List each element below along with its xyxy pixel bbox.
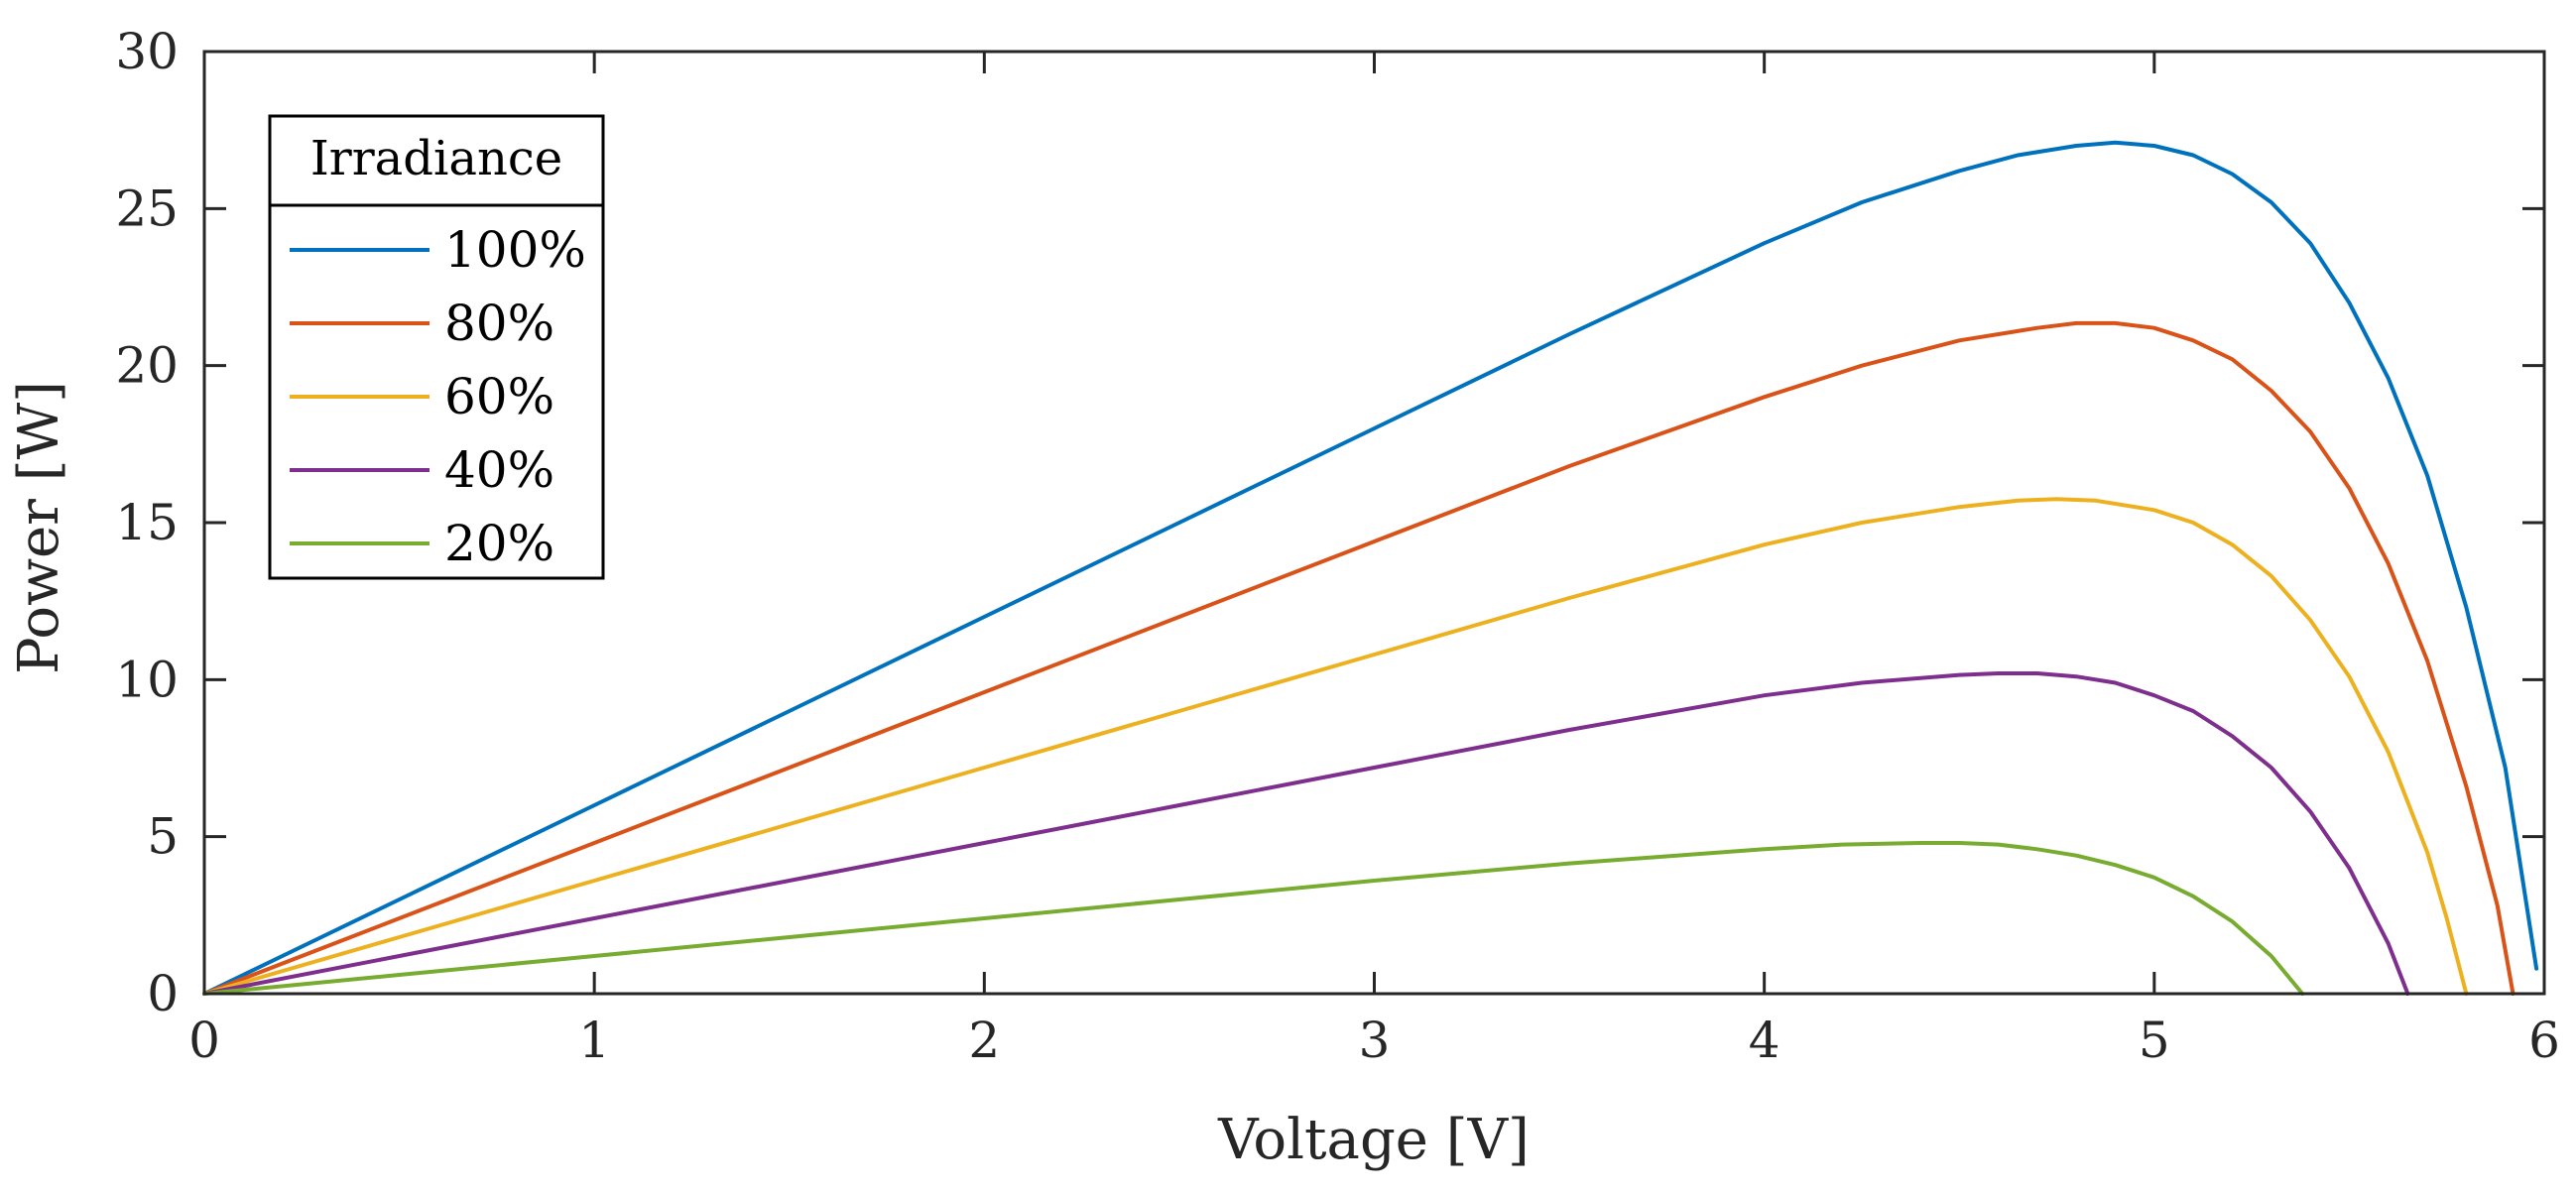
series-line-100pct	[202, 140, 2539, 996]
legend-box	[268, 114, 605, 580]
x-tick-label: 2	[968, 1012, 1000, 1069]
x-tick-label: 6	[2528, 1012, 2560, 1069]
y-tick-label: 15	[115, 494, 179, 551]
y-axis-label: Power [W]	[7, 381, 71, 674]
legend-title: Irradiance	[310, 131, 562, 186]
y-tick-label: 30	[115, 23, 179, 80]
x-tick-label: 0	[188, 1012, 220, 1069]
x-axis-label: Voltage [V]	[1217, 1108, 1530, 1172]
axis-ticks	[202, 50, 2546, 996]
series-line-20pct	[202, 841, 2305, 996]
y-tick-label: 10	[115, 651, 179, 708]
y-tick-label: 20	[115, 337, 179, 395]
y-tick-label: 25	[115, 179, 179, 237]
series-line-80pct	[202, 320, 2515, 996]
legend-label-60pct: 60%	[444, 368, 554, 425]
legend-label-20pct: 20%	[444, 515, 554, 572]
x-tick-label: 1	[578, 1012, 610, 1069]
legend-items: 100% 80% 60% 40% 20%	[290, 221, 586, 572]
axis-tick-labels: 0 1 2 3 4 5 6 0 5 10 15 20 25 30	[115, 23, 2560, 1069]
legend-label-80pct: 80%	[444, 295, 554, 352]
x-tick-label: 5	[2139, 1012, 2170, 1069]
legend-label-100pct: 100%	[444, 221, 586, 279]
legend-label-40pct: 40%	[444, 441, 554, 499]
legend: Irradiance 100% 80% 60% 40% 20%	[268, 114, 605, 580]
curves-layer	[202, 140, 2539, 996]
x-tick-label: 4	[1749, 1012, 1780, 1069]
x-tick-label: 3	[1359, 1012, 1391, 1069]
series-line-40pct	[202, 671, 2410, 996]
series-line-60pct	[202, 497, 2469, 996]
y-tick-label: 5	[147, 808, 179, 866]
y-tick-label: 0	[147, 965, 179, 1022]
